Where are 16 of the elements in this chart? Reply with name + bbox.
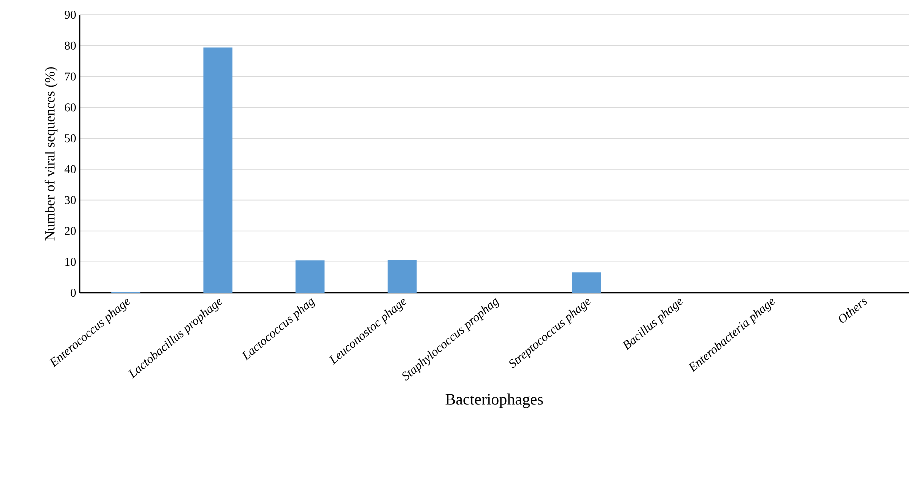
bar	[388, 260, 417, 293]
y-tick-label: 60	[65, 104, 76, 112]
y-tick-label: 0	[70, 288, 76, 298]
bar	[204, 48, 233, 293]
bar	[296, 260, 325, 293]
y-tick-label: 70	[65, 72, 76, 81]
y-tick-label: 20	[65, 227, 76, 236]
y-tick-label: 80	[64, 42, 76, 50]
y-tick-label: 30	[65, 196, 76, 204]
y-tick-label: 40	[64, 165, 76, 174]
x-axis-title: Bacteriophages	[446, 394, 544, 408]
y-tick-label: 50	[65, 134, 76, 143]
y-tick-label: 90	[64, 10, 76, 20]
y-axis-title: Number of viral sequences (%)	[44, 67, 58, 241]
y-tick-label: 10	[66, 258, 76, 266]
bar	[572, 272, 602, 293]
